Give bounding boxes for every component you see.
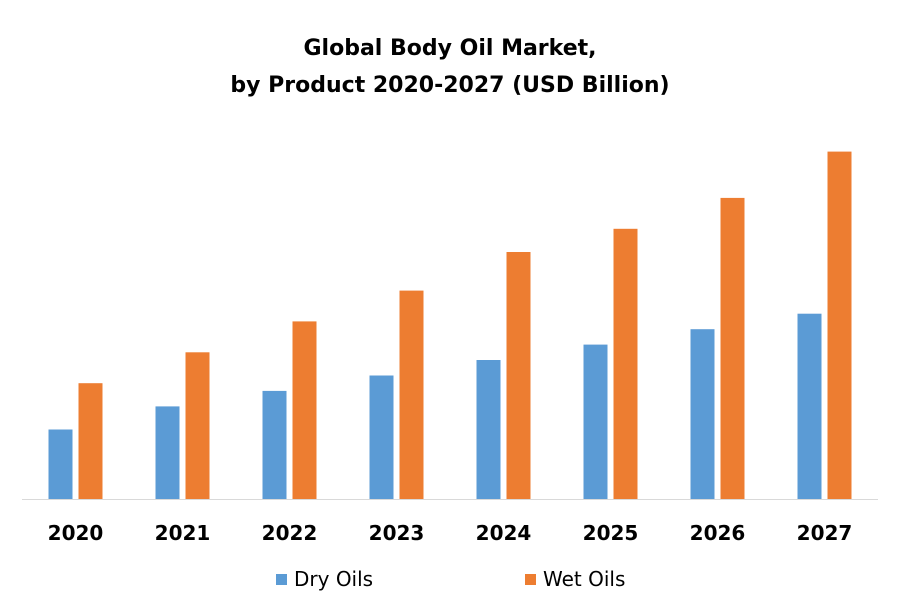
bars-group [48, 151, 852, 500]
x-tick-label-2027: 2027 [797, 521, 853, 545]
bar-dry-oils-2022 [262, 390, 287, 499]
bar-dry-oils-2020 [48, 429, 73, 499]
legend-item-wet-oils: Wet Oils [525, 566, 625, 592]
bar-wet-oils-2023 [399, 290, 424, 499]
legend-swatch-wet-oils [525, 573, 536, 585]
x-tick-label-2026: 2026 [690, 521, 746, 545]
legend-label-dry-oils: Dry Oils [294, 567, 374, 591]
bar-wet-oils-2020 [78, 383, 103, 499]
bar-wet-oils-2021 [185, 352, 210, 499]
bar-dry-oils-2024 [476, 360, 501, 499]
chart-title-line-2: by Product 2020-2027 (USD Billion) [230, 73, 670, 98]
bar-wet-oils-2022 [292, 321, 317, 499]
legend-item-dry-oils: Dry Oils [276, 566, 373, 592]
x-tick-label-2023: 2023 [369, 521, 425, 545]
chart-title: Global Body Oil Market, by Product 2020-… [0, 30, 900, 104]
x-tick-label-2021: 2021 [155, 521, 211, 545]
x-tick-label-2025: 2025 [583, 521, 639, 545]
bar-wet-oils-2026 [720, 197, 745, 499]
bar-dry-oils-2021 [155, 406, 180, 499]
legend: Dry Oils Wet Oils [0, 566, 900, 592]
legend-swatch-dry-oils [276, 573, 287, 585]
bar-dry-oils-2025 [583, 344, 608, 499]
bar-wet-oils-2024 [506, 252, 531, 499]
bar-dry-oils-2027 [797, 313, 822, 499]
bar-dry-oils-2023 [369, 375, 394, 499]
legend-label-wet-oils: Wet Oils [543, 567, 626, 591]
chart-title-line-1: Global Body Oil Market, [303, 36, 597, 61]
bar-dry-oils-2026 [690, 329, 715, 499]
x-tick-label-2024: 2024 [476, 521, 532, 545]
x-tick-label-2022: 2022 [262, 521, 318, 545]
x-axis-tick-labels: 2020 2021 2022 2023 2024 2025 2026 2027 [48, 521, 853, 545]
x-tick-label-2020: 2020 [48, 521, 104, 545]
bar-wet-oils-2027 [827, 151, 852, 499]
bar-wet-oils-2025 [613, 228, 638, 500]
